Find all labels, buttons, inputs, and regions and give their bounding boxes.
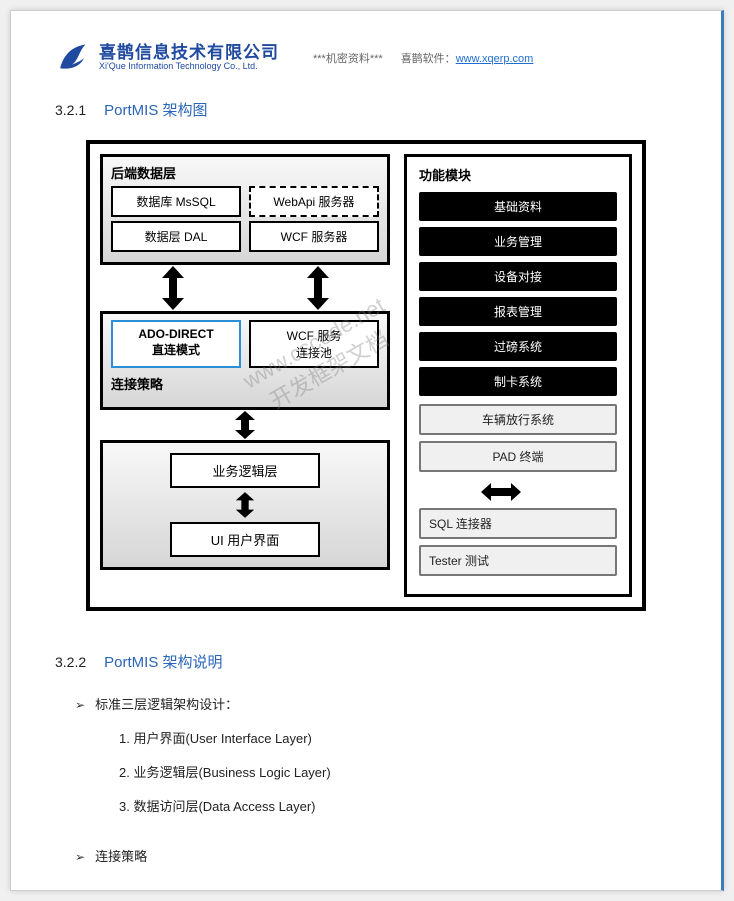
arrow-strategy-logic <box>100 410 390 440</box>
arrow-backend-strategy <box>100 265 390 311</box>
cell-ui-layer: UI 用户界面 <box>170 522 320 557</box>
section-heading-1: 3.2.1 PortMIS 架构图 <box>55 99 677 120</box>
cell-wcf: WCF 服务器 <box>249 221 379 252</box>
cell-db: 数据库 MsSQL <box>111 186 241 217</box>
header-meta: ***机密资料*** 喜鹊软件：www.xqerp.com <box>313 50 533 66</box>
bullet-icon: ➢ <box>75 845 85 869</box>
module-black: 基础资料 <box>419 192 617 221</box>
section-heading-2: 3.2.2 PortMIS 架构说明 <box>55 651 677 672</box>
section-number: 3.2.2 <box>55 654 86 670</box>
module-grey: Tester 测试 <box>419 545 617 576</box>
cell-ado-direct: ADO-DIRECT 直连模式 <box>111 320 241 368</box>
module-light: 车辆放行系统 <box>419 404 617 435</box>
double-arrow-vertical-icon <box>233 411 257 439</box>
company-name-cn: 喜鹊信息技术有限公司 <box>99 44 279 63</box>
company-url-link[interactable]: www.xqerp.com <box>456 53 534 65</box>
company-logo-icon <box>55 41 89 75</box>
module-grey: SQL 连接器 <box>419 508 617 539</box>
module-black: 过磅系统 <box>419 332 617 361</box>
section-title: PortMIS 架构说明 <box>104 651 222 672</box>
logic-ui-block: 业务逻辑层 UI 用户界面 <box>100 440 390 570</box>
list-item: 2. 业务逻辑层(Business Logic Layer) <box>119 760 677 786</box>
bullet-text: 标准三层逻辑架构设计： <box>95 692 238 718</box>
confidential-label: ***机密资料*** <box>313 50 383 66</box>
bullet-item: ➢ 连接策略 <box>75 844 677 870</box>
bullet-item: ➢ 标准三层逻辑架构设计： <box>75 692 677 718</box>
cell-dal: 数据层 DAL <box>111 221 241 252</box>
arrow-horizontal <box>385 482 617 502</box>
cell-wcf-pool: WCF 服务 连接池 <box>249 320 379 368</box>
cell-logic-layer: 业务逻辑层 <box>170 453 320 488</box>
module-light: PAD 终端 <box>419 441 617 472</box>
section-number: 3.2.1 <box>55 102 86 118</box>
backend-layer-title: 后端数据层 <box>111 163 379 182</box>
company-name-en: Xi'Que Information Technology Co., Ltd. <box>99 62 279 72</box>
cell-webapi: WebApi 服务器 <box>249 186 379 217</box>
architecture-diagram: www.cscode.net 开发框架文档 后端数据层 数据库 MsSQL We… <box>86 140 646 611</box>
ordered-list: 1. 用户界面(User Interface Layer) 2. 业务逻辑层(B… <box>119 726 677 820</box>
module-black: 制卡系统 <box>419 367 617 396</box>
page-header: 喜鹊信息技术有限公司 Xi'Que Information Technology… <box>55 41 677 75</box>
bullet-text: 连接策略 <box>95 844 147 870</box>
strategy-layer-title: 连接策略 <box>111 374 379 393</box>
strategy-layer-box: ADO-DIRECT 直连模式 WCF 服务 连接池 连接策略 <box>100 311 390 410</box>
bullet-icon: ➢ <box>75 693 85 717</box>
document-page: 喜鹊信息技术有限公司 Xi'Que Information Technology… <box>10 10 724 891</box>
diagram-left-column: 后端数据层 数据库 MsSQL WebApi 服务器 数据层 DAL WCF 服… <box>100 154 390 597</box>
modules-title: 功能模块 <box>419 165 617 184</box>
software-label: 喜鹊软件：www.xqerp.com <box>401 50 534 66</box>
body-text: ➢ 标准三层逻辑架构设计： 1. 用户界面(User Interface Lay… <box>75 692 677 870</box>
double-arrow-vertical-icon <box>305 266 331 310</box>
list-item: 3. 数据访问层(Data Access Layer) <box>119 794 677 820</box>
double-arrow-horizontal-icon <box>481 482 521 502</box>
module-black: 报表管理 <box>419 297 617 326</box>
double-arrow-vertical-icon <box>160 266 186 310</box>
list-item: 1. 用户界面(User Interface Layer) <box>119 726 677 752</box>
backend-layer-box: 后端数据层 数据库 MsSQL WebApi 服务器 数据层 DAL WCF 服… <box>100 154 390 265</box>
modules-column: 功能模块 基础资料业务管理设备对接报表管理过磅系统制卡系统 车辆放行系统 PAD … <box>404 154 632 597</box>
company-name-block: 喜鹊信息技术有限公司 Xi'Que Information Technology… <box>99 44 279 73</box>
section-title: PortMIS 架构图 <box>104 99 207 120</box>
module-black: 设备对接 <box>419 262 617 291</box>
module-black: 业务管理 <box>419 227 617 256</box>
double-arrow-vertical-icon <box>234 492 256 518</box>
